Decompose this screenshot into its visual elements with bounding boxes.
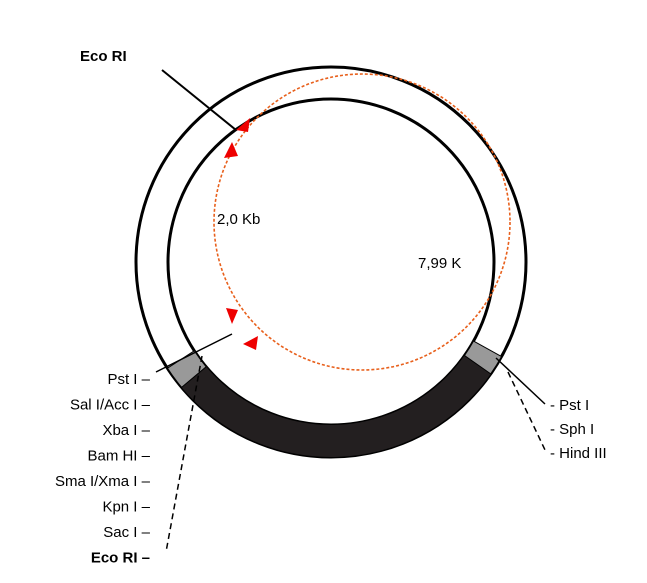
site-label: Sal I/Acc I –	[70, 396, 151, 413]
pointer-line	[161, 69, 237, 131]
site-label: - Sph I	[550, 421, 594, 438]
arrowhead	[243, 336, 258, 350]
site-label: Eco RI	[80, 48, 127, 65]
site-label: Sma I/Xma I –	[55, 473, 151, 490]
site-label: Eco RI –	[91, 549, 150, 566]
pointer-line	[507, 371, 547, 453]
dashed-circle	[213, 73, 511, 371]
right-junction	[463, 340, 503, 375]
left-junction	[166, 350, 207, 389]
arrowhead	[224, 142, 238, 158]
segment-label: 7,99 K	[418, 255, 461, 272]
site-label: Sac I –	[103, 524, 150, 541]
site-label: Kpn I –	[102, 498, 150, 515]
insert-band	[169, 343, 500, 457]
arrowhead	[236, 118, 250, 132]
pointer-line	[155, 333, 233, 373]
site-label: Pst I –	[107, 371, 150, 388]
site-label: - Pst I	[550, 397, 589, 414]
segment-label: 2,0 Kb	[217, 211, 260, 228]
site-label: - Hind III	[550, 445, 607, 462]
pointer-line	[165, 355, 203, 553]
pointer-line	[495, 357, 546, 405]
site-label: Xba I –	[102, 422, 150, 439]
site-label: Bam HI –	[87, 447, 150, 464]
arrowhead	[226, 308, 238, 324]
